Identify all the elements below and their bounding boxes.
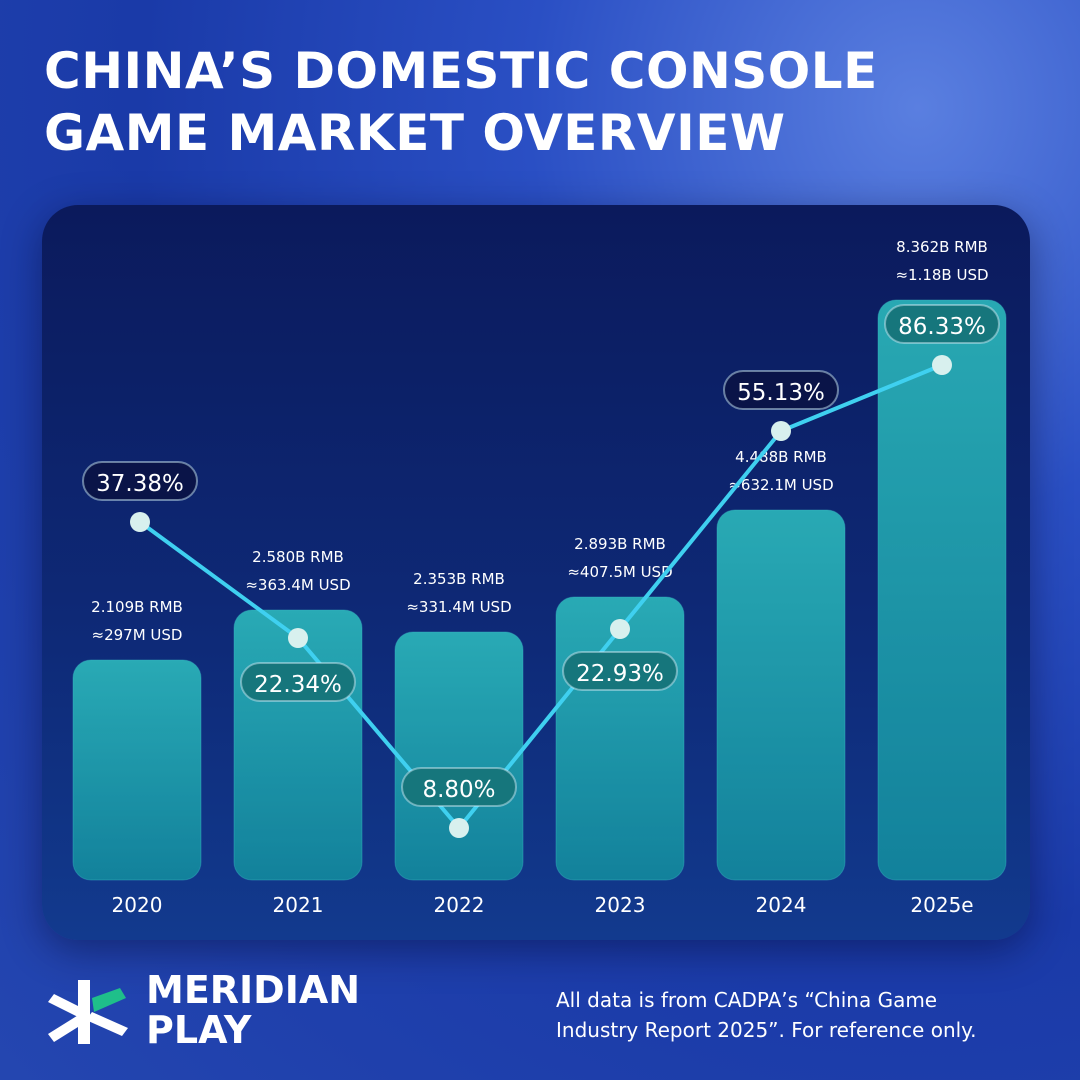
growth-badge [401,767,517,807]
value-label-usd: ≈297M USD [92,626,183,644]
bar-2022 [394,631,524,881]
growth-badge [562,651,678,691]
value-label-rmb: 2.580B RMB [252,548,344,566]
page-title: CHINA’S DOMESTIC CONSOLE GAME MARKET OVE… [44,40,878,164]
growth-badge [884,304,1000,344]
growth-point [932,355,952,375]
bar-2024 [716,509,846,881]
category-label: 2023 [595,893,646,917]
growth-point [449,818,469,838]
growth-label: 8.80% [422,777,495,803]
meridian-play-logo [48,980,128,1044]
growth-label: 55.13% [737,380,825,406]
growth-point [130,512,150,532]
growth-line [138,363,943,830]
growth-label: 86.33% [898,314,986,340]
growth-badge [723,370,839,410]
brand-line-2: PLAY [146,1008,252,1052]
category-label: 2024 [756,893,807,917]
bar-2020 [72,659,202,881]
value-label-rmb: 4.488B RMB [735,448,827,466]
value-label-rmb: 2.353B RMB [413,570,505,588]
brand-line-1: MERIDIAN [146,968,361,1012]
value-label-usd: ≈407.5M USD [567,563,672,581]
title-line-1: CHINA’S DOMESTIC CONSOLE [44,42,878,100]
growth-badge [82,461,198,501]
source-note: All data is from CADPA’s “China Game Ind… [556,985,977,1045]
growth-point [610,619,630,639]
value-label-usd: ≈632.1M USD [728,476,833,494]
growth-point [771,421,791,441]
bar-2025e [877,299,1007,881]
growth-label: 37.38% [96,471,184,497]
category-label: 2022 [434,893,485,917]
growth-label: 22.93% [576,661,664,687]
value-label-usd: ≈331.4M USD [406,598,511,616]
source-line-1: All data is from CADPA’s “China Game [556,988,938,1012]
growth-point [288,628,308,648]
brand-name: MERIDIAN PLAY [146,970,360,1050]
value-label-rmb: 8.362B RMB [896,238,988,256]
value-label-rmb: 2.893B RMB [574,535,666,553]
value-label-usd: ≈1.18B USD [895,266,988,284]
growth-badge [240,662,356,702]
category-label: 2025e [910,893,973,917]
growth-label: 22.34% [254,672,342,698]
bar-2023 [555,596,685,881]
value-label-rmb: 2.109B RMB [91,598,183,616]
bar-2021 [233,609,363,881]
value-label-usd: ≈363.4M USD [245,576,350,594]
title-line-2: GAME MARKET OVERVIEW [44,104,786,162]
source-line-2: Industry Report 2025”. For reference onl… [556,1018,977,1042]
category-label: 2020 [112,893,163,917]
category-label: 2021 [273,893,324,917]
